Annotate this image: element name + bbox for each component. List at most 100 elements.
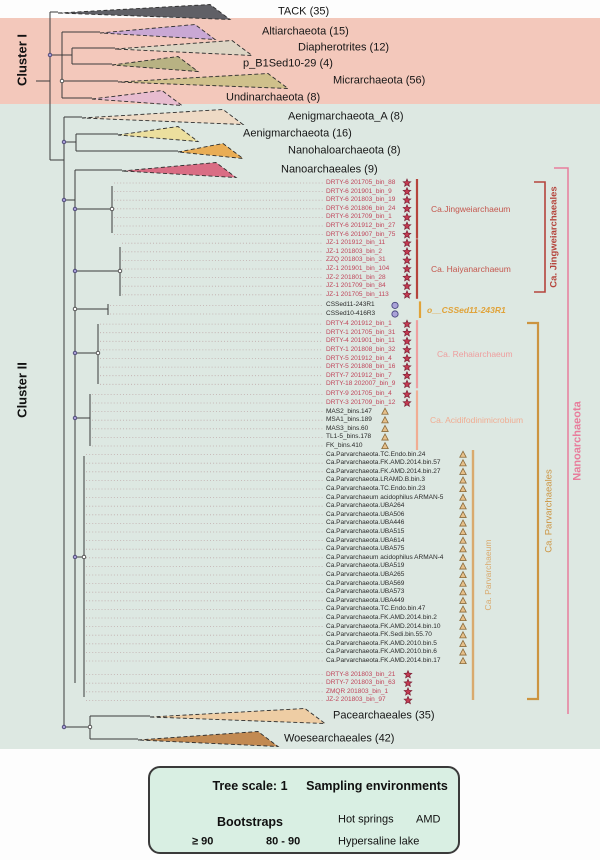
- star-symbol: [402, 229, 412, 239]
- triangle-symbol: [459, 450, 467, 458]
- triangle-symbol: [459, 579, 467, 587]
- collapsed-clade-0: [57, 4, 232, 21]
- triangle-symbol: [459, 467, 467, 475]
- cluster1-label: Cluster I: [14, 33, 30, 87]
- bootstrap-ge90-node: [72, 415, 78, 421]
- star-symbol: [402, 345, 412, 354]
- star-symbol: [402, 362, 412, 372]
- star-symbol: [402, 370, 412, 380]
- tree-scale-label: Tree scale: 1: [212, 778, 288, 793]
- star-symbol: [402, 186, 412, 196]
- star-symbol: [403, 686, 413, 696]
- collapsed-clade-8: [177, 143, 245, 160]
- cluster2-background: [0, 104, 600, 749]
- collapsed-clade-2: [114, 40, 254, 57]
- star-symbol: [402, 212, 412, 222]
- triangle-symbol: [459, 630, 467, 639]
- triangle-symbol: [381, 407, 389, 415]
- triangle-symbol: [459, 656, 467, 665]
- triangle-symbol: [459, 493, 467, 501]
- bootstrap-80-90-node: [95, 350, 101, 356]
- bootstrap-80-90-node: [59, 78, 65, 84]
- collapsed-clade-5: [91, 90, 184, 107]
- triangle-symbol: [459, 527, 467, 536]
- star-symbol: [402, 272, 412, 282]
- star-symbol: [402, 246, 412, 256]
- triangle-symbol: [459, 639, 467, 647]
- bootstrap-ge90-node: [72, 350, 78, 356]
- star-symbol: [402, 255, 412, 265]
- bootstrap-ge90-node: [61, 724, 67, 730]
- taxonomy-bracket: [554, 167, 569, 714]
- star-symbol: [402, 353, 412, 363]
- triangle-symbol: [459, 605, 467, 613]
- bootstrap-ge90-node: [72, 268, 78, 274]
- triangle-symbol: [381, 441, 389, 450]
- circle-symbol: [391, 301, 399, 309]
- bootstrap-ge90-label: ≥ 90: [192, 835, 214, 848]
- amd-label: AMD: [416, 813, 441, 826]
- star-symbol: [403, 678, 413, 688]
- star-symbol: [403, 669, 413, 679]
- hot-springs-label: Hot springs: [338, 813, 394, 826]
- triangle-symbol: [459, 544, 467, 553]
- collapsed-clade-1: [99, 24, 217, 41]
- collapsed-clade-9: [121, 162, 238, 179]
- star-symbol: [402, 327, 412, 337]
- star-symbol: [402, 238, 412, 248]
- legend: Tree scale: 1 Bootstraps ≥ 90 80 - 90 Sa…: [148, 766, 460, 854]
- collapsed-clade-10: [149, 708, 327, 725]
- cluster2-label: Cluster II: [14, 362, 30, 418]
- triangle-symbol: [459, 648, 467, 656]
- sampling-environments-title: Sampling environments: [306, 778, 448, 793]
- bootstrap-80-90-label: 80 - 90: [266, 835, 301, 848]
- star-symbol: [402, 289, 412, 299]
- triangle-symbol: [459, 562, 467, 570]
- bootstrap-80-90-node: [109, 206, 115, 212]
- taxonomy-bracket: [534, 181, 546, 293]
- triangle-symbol: [459, 622, 467, 630]
- triangle-symbol: [459, 536, 467, 544]
- star-symbol: [402, 379, 412, 389]
- triangle-symbol: [381, 433, 389, 441]
- collapsed-clade-6: [81, 109, 245, 126]
- star-symbol: [402, 178, 412, 187]
- triangle-symbol: [459, 553, 467, 561]
- circle-symbol: [391, 310, 399, 318]
- triangle-symbol: [459, 587, 467, 596]
- bootstrap-80-90-node: [87, 724, 93, 730]
- bootstrap-ge90-node: [61, 197, 67, 203]
- star-symbol: [402, 398, 412, 407]
- triangle-symbol: [459, 476, 467, 484]
- triangle-symbol: [459, 570, 467, 579]
- star-symbol: [402, 389, 412, 399]
- star-symbol: [402, 203, 412, 213]
- bootstraps-label: Bootstraps: [217, 814, 283, 829]
- bootstrap-80-90-node: [117, 268, 123, 274]
- triangle-symbol: [459, 613, 467, 622]
- triangle-symbol: [459, 519, 467, 527]
- bootstrap-80-90-node: [81, 554, 87, 560]
- triangle-symbol: [381, 424, 389, 432]
- star-symbol: [402, 264, 412, 273]
- bootstrap-ge90-node: [47, 52, 53, 58]
- star-symbol: [402, 195, 412, 205]
- bootstrap-ge90-node: [72, 206, 78, 212]
- star-symbol: [403, 695, 413, 705]
- collapsed-clade-7: [117, 126, 200, 143]
- collapsed-clade-11: [137, 731, 280, 748]
- taxonomy-bracket: [527, 321, 540, 701]
- triangle-symbol: [381, 415, 389, 424]
- bootstrap-ge90-node: [72, 554, 78, 560]
- star-symbol: [402, 221, 412, 230]
- hypersaline-lake-label: Hypersaline lake: [338, 835, 420, 848]
- star-symbol: [402, 319, 412, 329]
- collapsed-clade-4: [117, 73, 290, 90]
- triangle-symbol: [459, 596, 467, 604]
- triangle-symbol: [459, 484, 467, 493]
- bootstrap-ge90-node: [61, 139, 67, 145]
- triangle-symbol: [459, 510, 467, 518]
- star-symbol: [402, 281, 412, 291]
